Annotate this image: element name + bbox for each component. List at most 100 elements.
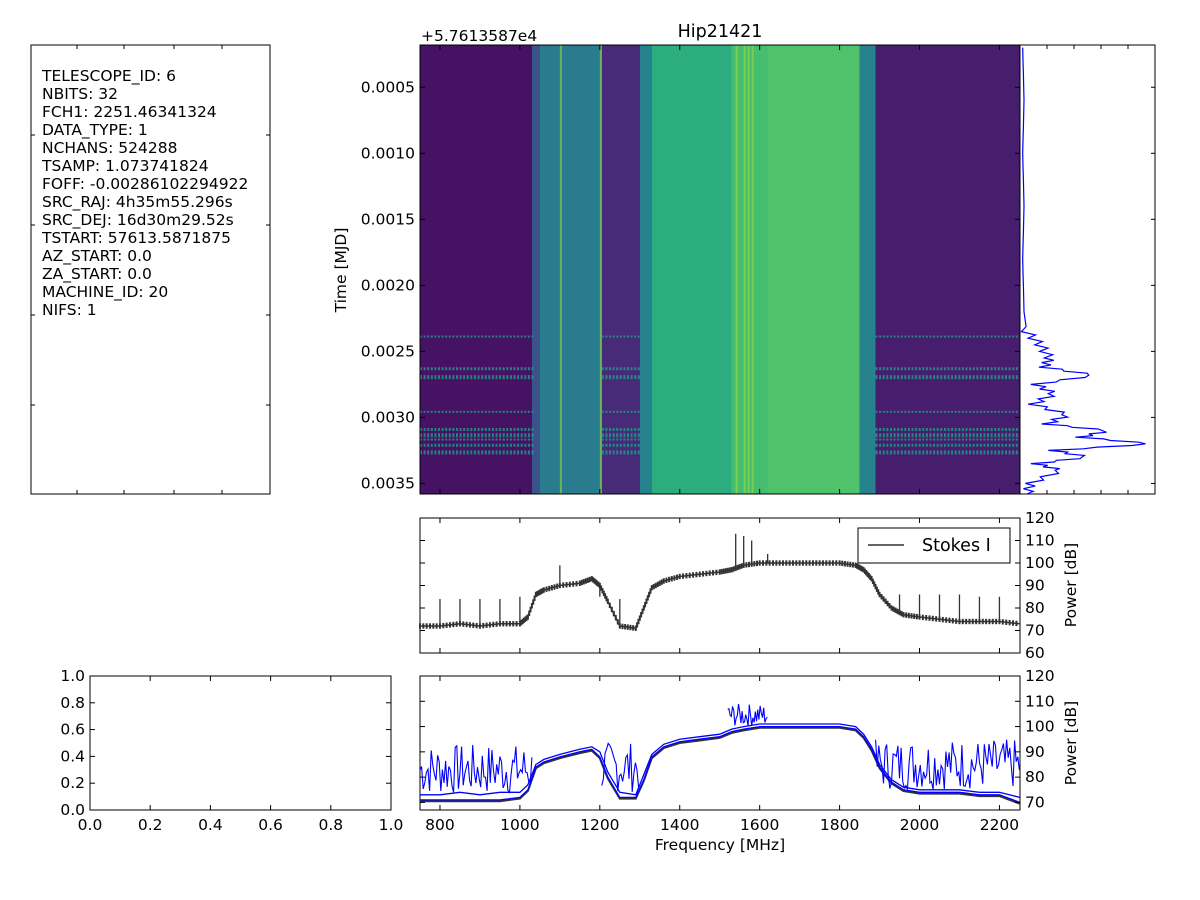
rfi-noise [1005, 410, 1008, 413]
rfi-noise [922, 450, 925, 455]
rfi-noise [484, 427, 487, 431]
rfi-noise [911, 427, 914, 431]
waterfall-y-tick-label: 0.0025 [361, 342, 415, 360]
rfi-noise [994, 410, 997, 413]
rfi-noise [958, 410, 961, 413]
rfi-noise [481, 335, 484, 338]
empty-y-tick-label: 0.4 [60, 747, 85, 765]
rfi-noise [466, 438, 469, 441]
rfi-noise [495, 427, 498, 431]
header-line: DATA_TYPE: 1 [42, 121, 148, 140]
rfi-noise [423, 335, 426, 338]
rfi-noise [936, 433, 939, 438]
rfi-noise [509, 410, 512, 413]
rfi-noise [918, 438, 921, 441]
rfi-noise [904, 410, 907, 413]
rfi-noise [513, 375, 516, 380]
rfi-noise [495, 433, 498, 438]
rfi-noise [612, 375, 615, 380]
rfi-noise [994, 375, 997, 380]
rfi-noise [936, 427, 939, 431]
rfi-noise [513, 427, 516, 431]
rfi-noise [524, 450, 527, 455]
rfi-noise [922, 427, 925, 431]
rfi-noise [969, 427, 972, 431]
rfi-noise [925, 433, 928, 438]
rfi-noise [1001, 450, 1004, 455]
rfi-noise [893, 443, 896, 447]
rfi-noise [605, 450, 608, 455]
header-line: NCHANS: 524288 [42, 139, 177, 157]
rfi-noise [605, 443, 608, 447]
kurtosis-y-ticks: 70 80 90 100 110 120 [420, 667, 1055, 811]
rfi-noise [929, 410, 932, 413]
empty-y-tick-label: 0.6 [60, 721, 85, 739]
rfi-noise [637, 375, 640, 380]
rfi-noise [626, 335, 629, 338]
rfi-noise [420, 410, 422, 413]
rfi-noise [441, 367, 444, 371]
rfi-noise [452, 410, 455, 413]
rfi-noise [958, 443, 961, 447]
rfi-noise [954, 335, 957, 338]
rfi-noise [893, 375, 896, 380]
rfi-noise [979, 450, 982, 455]
rfi-noise [423, 443, 426, 447]
rfi-noise [936, 410, 939, 413]
rfi-noise [623, 410, 626, 413]
rfi-noise [626, 450, 629, 455]
rfi-noise [452, 375, 455, 380]
rfi-noise [951, 438, 954, 441]
rfi-noise [889, 410, 892, 413]
rfi-noise [488, 427, 491, 431]
rfi-noise [612, 438, 615, 441]
rfi-noise [524, 375, 527, 380]
rfi-noise [488, 375, 491, 380]
rfi-noise [601, 433, 604, 438]
rfi-noise [961, 433, 964, 438]
rfi-noise [1001, 433, 1004, 438]
rfi-noise [933, 367, 936, 371]
rfi-noise [904, 427, 907, 431]
spectrum-y-tick-label: 90 [1025, 577, 1045, 595]
rfi-noise [1008, 443, 1011, 447]
rfi-noise [495, 410, 498, 413]
rfi-noise [1015, 443, 1018, 447]
rfi-noise [875, 427, 878, 431]
rfi-noise [947, 367, 950, 371]
rfi-noise [969, 450, 972, 455]
rfi-noise [961, 335, 964, 338]
rfi-noise [616, 438, 619, 441]
rfi-noise [990, 433, 993, 438]
rfi-noise [499, 335, 502, 338]
rfi-noise [605, 427, 608, 431]
rfi-noise [527, 438, 530, 441]
rfi-noise [900, 433, 903, 438]
rfi-noise [915, 433, 918, 438]
rfi-noise [915, 443, 918, 447]
rfi-noise [1001, 367, 1004, 371]
spectrum-y-tick-label: 100 [1025, 554, 1055, 572]
rfi-noise [470, 410, 473, 413]
rfi-noise [987, 375, 990, 380]
rfi-noise [509, 427, 512, 431]
rfi-noise [455, 450, 458, 455]
header-line: MACHINE_ID: 20 [42, 283, 168, 302]
rfi-noise [943, 375, 946, 380]
rfi-noise [455, 438, 458, 441]
rfi-noise [897, 427, 900, 431]
rfi-noise [897, 367, 900, 371]
spectrum-legend: Stokes I [857, 527, 1011, 564]
rfi-noise [1008, 410, 1011, 413]
rfi-noise [495, 335, 498, 338]
rfi-noise [951, 450, 954, 455]
rfi-noise [509, 433, 512, 438]
rfi-noise [630, 450, 633, 455]
rfi-noise [911, 433, 914, 438]
rfi-noise [886, 367, 889, 371]
rfi-noise [947, 410, 950, 413]
rfi-noise [448, 450, 451, 455]
rfi-noise [976, 375, 979, 380]
rfi-noise [427, 410, 430, 413]
rfi-noise [520, 375, 523, 380]
